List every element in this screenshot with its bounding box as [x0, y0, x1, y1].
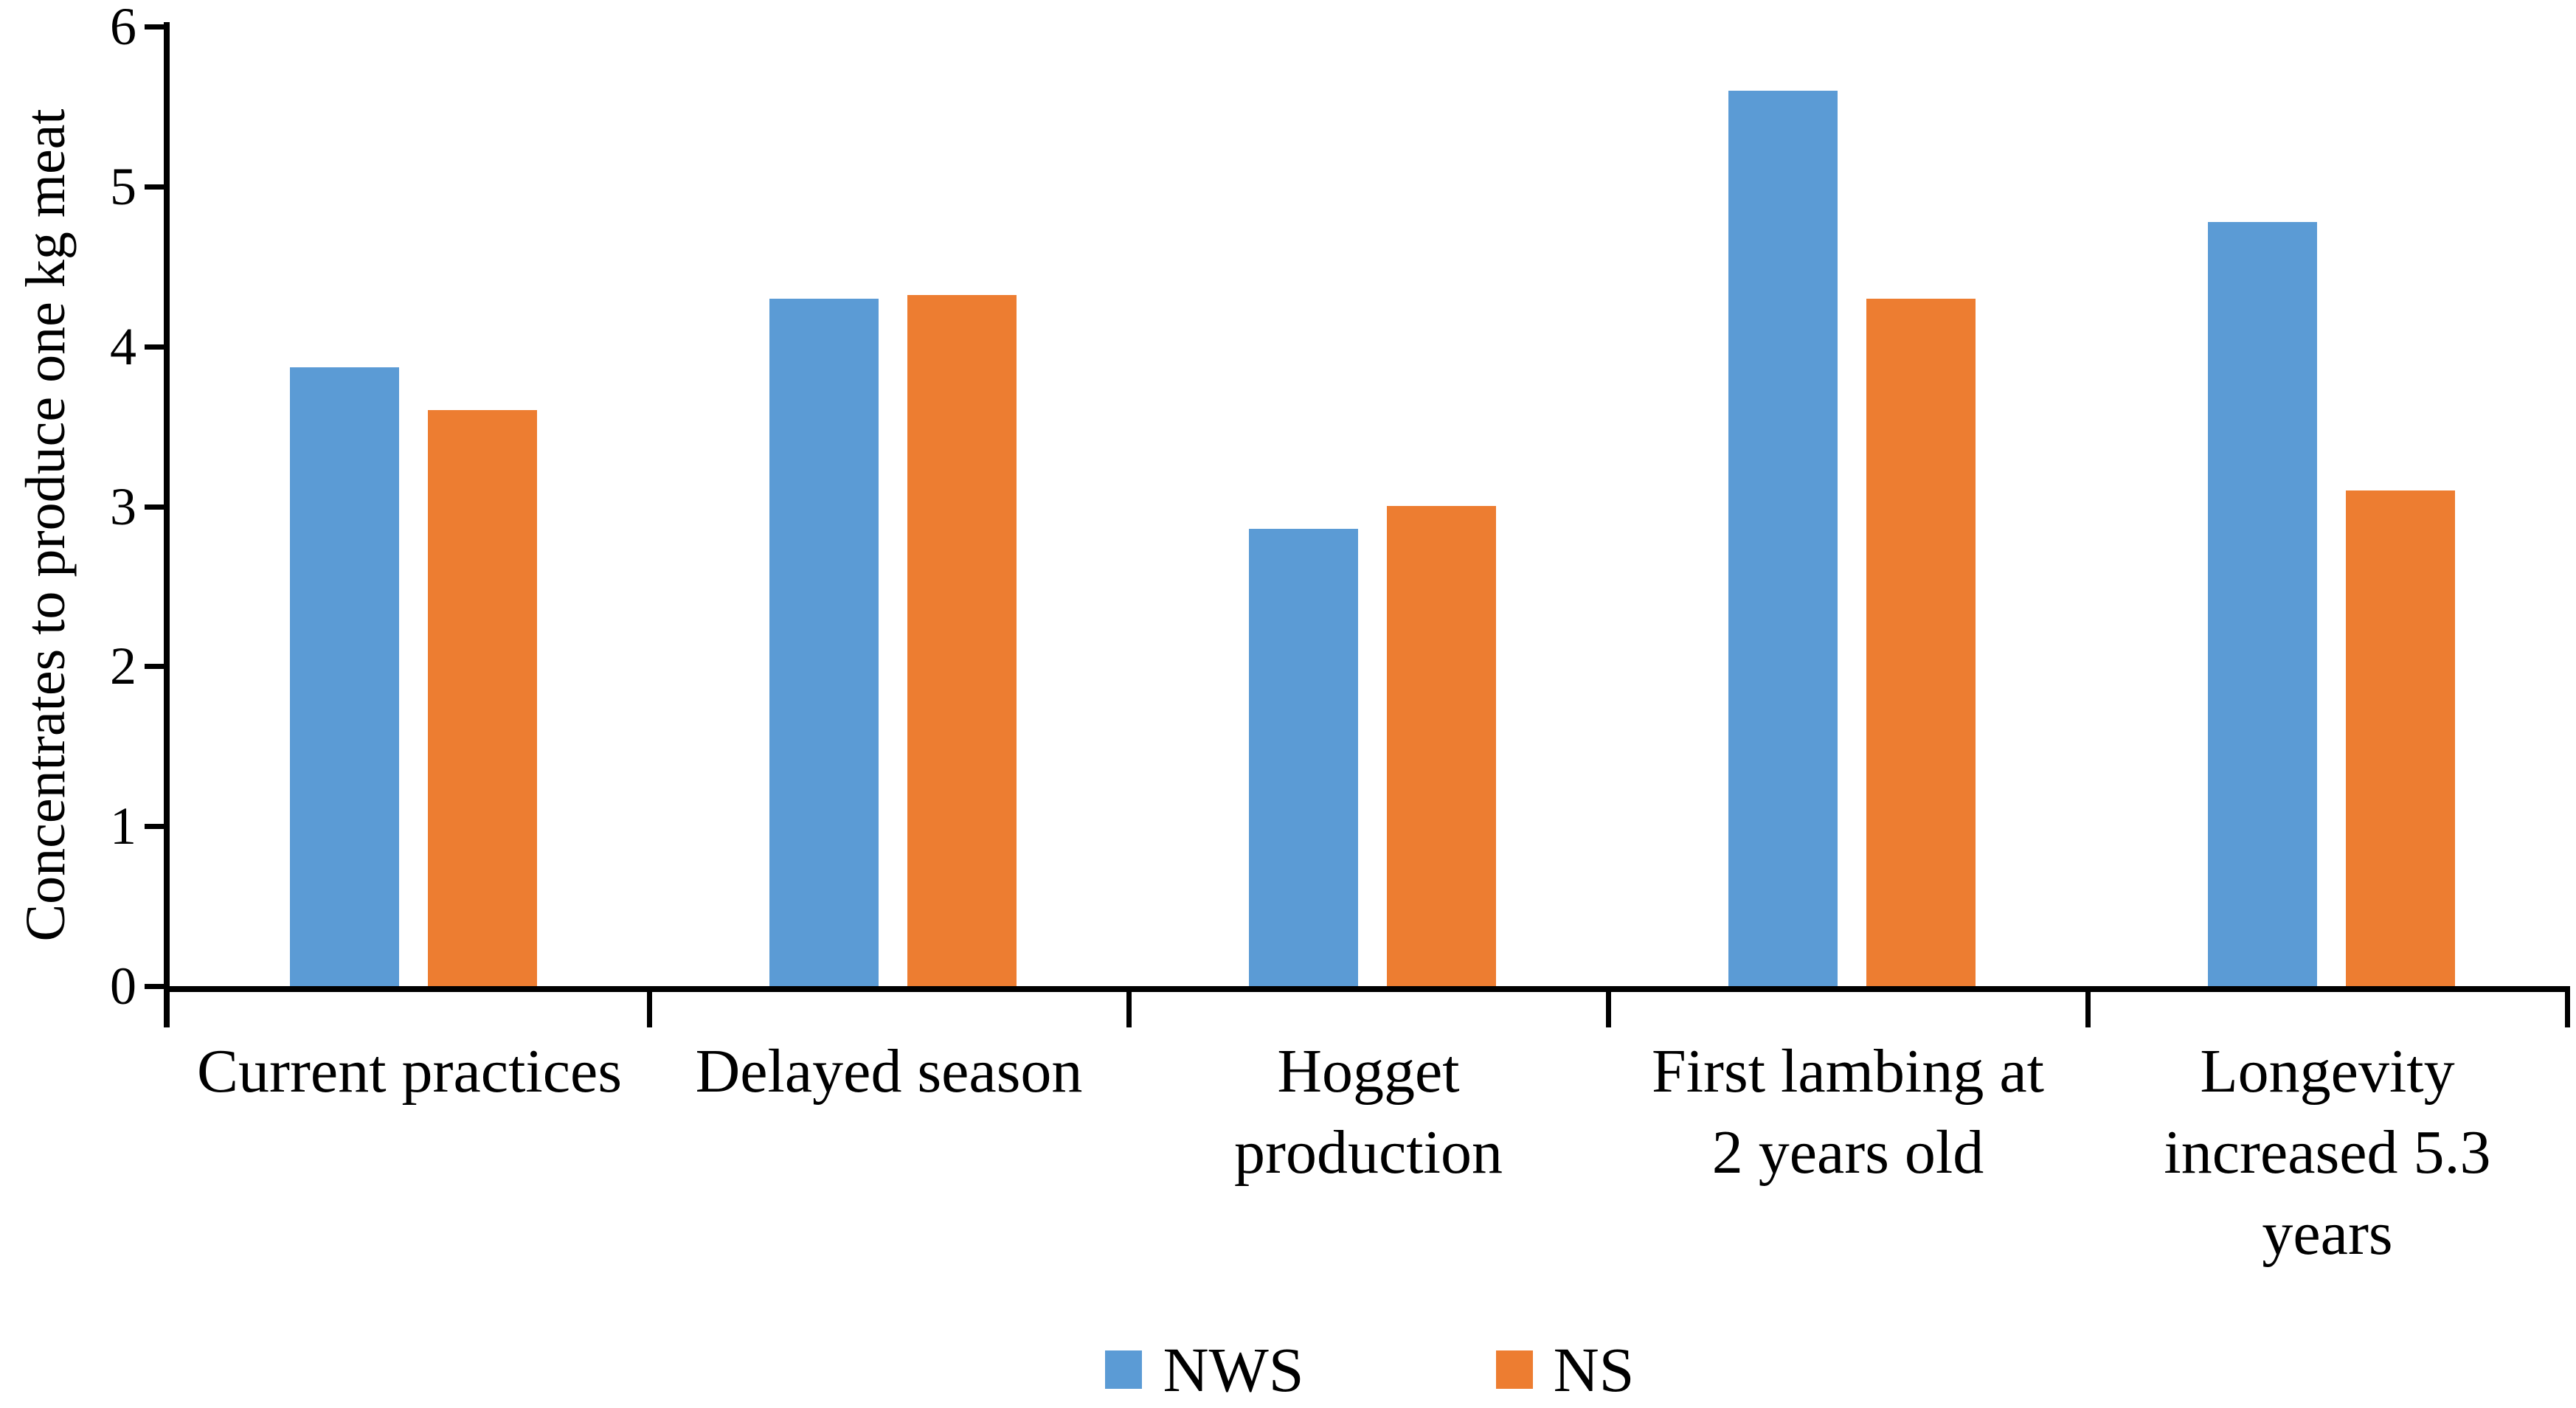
y-tick-label-2: 2 — [110, 637, 136, 696]
x-category-label-line: First lambing at — [1652, 1037, 2044, 1106]
y-tick-5 — [145, 184, 168, 190]
legend-swatch-nws — [1105, 1350, 1143, 1389]
y-axis-line — [164, 22, 170, 1027]
y-tick-2 — [145, 664, 168, 670]
legend-label-ns: NS — [1553, 1334, 1635, 1405]
bar-ns-longevity-increased-5-3-years — [2346, 490, 2455, 986]
y-tick-label-6: 6 — [110, 0, 136, 56]
x-category-label-line: Longevity — [2200, 1037, 2455, 1106]
x-axis-boundary-tick-1 — [647, 992, 652, 1027]
bar-ns-first-lambing-at-2-years-old — [1866, 299, 1976, 986]
y-tick-label-5: 5 — [110, 156, 136, 216]
legend-entry-nws: NWS — [1105, 1334, 1304, 1405]
bar-ns-current-practices — [428, 410, 537, 986]
x-category-label-line: 2 years old — [1711, 1118, 1984, 1187]
legend-swatch-ns — [1495, 1350, 1533, 1389]
x-category-label-delayed-season: Delayed season — [649, 1031, 1129, 1112]
bar-ns-delayed-season — [907, 295, 1017, 986]
legend: NWS NS — [170, 1336, 2570, 1403]
y-tick-1 — [145, 824, 168, 830]
y-tick-label-1: 1 — [110, 797, 136, 856]
x-category-label-line: increased 5.3 — [2164, 1118, 2491, 1187]
plot-area — [170, 27, 2567, 986]
bar-nws-hogget-production — [1249, 529, 1358, 986]
x-category-label-current-practices: Current practices — [170, 1031, 649, 1112]
x-category-label-line: production — [1234, 1118, 1503, 1187]
x-axis-boundary-tick-4 — [2085, 992, 2091, 1027]
y-tick-label-4: 4 — [110, 316, 136, 376]
x-category-label-first-lambing-at-2-years-old: First lambing at 2 years old — [1608, 1031, 2088, 1193]
bar-ns-hogget-production — [1387, 506, 1496, 986]
y-tick-label-3: 3 — [110, 476, 136, 536]
y-tick-6 — [145, 24, 168, 30]
bar-nws-longevity-increased-5-3-years — [2208, 222, 2317, 986]
legend-entry-ns: NS — [1495, 1334, 1635, 1405]
x-category-label-line: Delayed season — [695, 1037, 1083, 1106]
x-category-label-line: Hogget — [1277, 1037, 1460, 1106]
y-tick-label-0: 0 — [110, 957, 136, 1016]
x-axis-boundary-tick-5 — [2565, 992, 2570, 1027]
x-category-label-hogget-production: Hogget production — [1129, 1031, 1608, 1193]
x-axis-line — [164, 986, 2570, 992]
bar-nws-first-lambing-at-2-years-old — [1728, 91, 1838, 986]
legend-label-nws: NWS — [1163, 1334, 1304, 1405]
y-tick-3 — [145, 504, 168, 510]
bar-nws-current-practices — [290, 367, 399, 986]
x-category-label-line: years — [2262, 1199, 2393, 1268]
y-tick-0 — [145, 984, 168, 989]
x-category-label-longevity-increased-5-3-years: Longevity increased 5.3 years — [2088, 1031, 2567, 1275]
x-axis-boundary-tick-2 — [1126, 992, 1132, 1027]
y-tick-4 — [145, 344, 168, 350]
bar-nws-delayed-season — [769, 299, 879, 986]
x-axis-boundary-tick-3 — [1606, 992, 1611, 1027]
x-category-label-line: Current practices — [196, 1037, 623, 1106]
